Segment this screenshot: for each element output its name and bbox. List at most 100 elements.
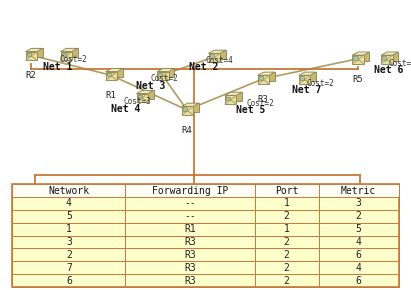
Polygon shape xyxy=(225,92,242,95)
Text: R3: R3 xyxy=(258,95,268,104)
Polygon shape xyxy=(258,72,275,75)
Bar xyxy=(31,48,43,57)
Bar xyxy=(353,55,364,64)
Bar xyxy=(12,184,399,287)
Text: Port: Port xyxy=(275,186,298,195)
Text: 2: 2 xyxy=(66,250,72,260)
Text: R3: R3 xyxy=(184,276,196,286)
Bar xyxy=(209,53,220,62)
Bar xyxy=(163,68,174,77)
Text: R4: R4 xyxy=(182,126,192,135)
Text: R3: R3 xyxy=(184,250,196,260)
Polygon shape xyxy=(61,48,78,52)
Bar xyxy=(136,93,148,102)
Bar xyxy=(226,97,230,100)
Polygon shape xyxy=(106,68,123,72)
Bar xyxy=(25,52,37,60)
Text: Net 2: Net 2 xyxy=(189,62,218,72)
Bar xyxy=(158,73,162,76)
Text: 6: 6 xyxy=(356,276,362,286)
Bar xyxy=(27,53,31,56)
Bar xyxy=(358,52,369,61)
Text: Cost=2: Cost=2 xyxy=(60,55,88,64)
Bar xyxy=(264,72,275,81)
Text: 2: 2 xyxy=(356,211,362,221)
Text: --: -- xyxy=(184,211,196,221)
Bar xyxy=(182,106,193,115)
Text: R1: R1 xyxy=(106,91,116,100)
Text: 2: 2 xyxy=(284,237,290,247)
Bar xyxy=(67,48,78,57)
Text: 2: 2 xyxy=(284,250,290,260)
Bar xyxy=(258,75,269,84)
Text: Cost=2: Cost=2 xyxy=(306,79,334,88)
Polygon shape xyxy=(136,90,154,93)
Text: Net 7: Net 7 xyxy=(292,85,321,95)
Bar xyxy=(387,52,398,61)
Text: Cost=2: Cost=2 xyxy=(247,99,275,108)
Bar xyxy=(299,75,310,84)
Text: 2: 2 xyxy=(284,211,290,221)
Bar xyxy=(225,95,236,104)
Bar xyxy=(142,90,154,99)
Text: R3: R3 xyxy=(184,263,196,273)
Bar xyxy=(231,92,242,101)
Text: R5: R5 xyxy=(352,75,363,84)
Text: Net 5: Net 5 xyxy=(236,105,266,115)
Polygon shape xyxy=(299,72,316,75)
Bar xyxy=(353,56,358,59)
Text: 1: 1 xyxy=(66,224,72,234)
Text: Net 3: Net 3 xyxy=(136,81,165,91)
Text: Cost=3: Cost=3 xyxy=(123,97,151,106)
Bar xyxy=(382,56,386,59)
Bar xyxy=(183,108,187,111)
Text: 7: 7 xyxy=(66,263,72,273)
Polygon shape xyxy=(182,103,199,106)
Bar xyxy=(157,72,169,80)
Text: R1: R1 xyxy=(184,224,196,234)
Polygon shape xyxy=(209,50,226,53)
Text: Network: Network xyxy=(48,186,90,195)
Bar xyxy=(215,50,226,59)
Text: Net 1: Net 1 xyxy=(43,61,72,72)
Bar xyxy=(107,73,111,76)
Bar xyxy=(12,184,399,197)
Text: 6: 6 xyxy=(356,250,362,260)
Bar xyxy=(62,53,66,56)
Polygon shape xyxy=(353,52,369,55)
Text: Cost=2: Cost=2 xyxy=(388,59,411,68)
Text: Net 4: Net 4 xyxy=(111,104,140,114)
Bar xyxy=(300,76,304,79)
Bar xyxy=(187,103,199,112)
Text: 2: 2 xyxy=(284,263,290,273)
Text: R2: R2 xyxy=(25,71,36,80)
Bar xyxy=(106,72,117,80)
Bar xyxy=(112,68,123,77)
Text: Forwarding IP: Forwarding IP xyxy=(152,186,228,195)
Text: 3: 3 xyxy=(66,237,72,247)
Text: 6: 6 xyxy=(66,276,72,286)
Text: 1: 1 xyxy=(284,224,290,234)
Text: --: -- xyxy=(184,198,196,209)
Text: Metric: Metric xyxy=(341,186,376,195)
Bar xyxy=(61,52,72,60)
Text: 4: 4 xyxy=(356,263,362,273)
Text: 3: 3 xyxy=(356,198,362,209)
Text: 4: 4 xyxy=(356,237,362,247)
Text: Cost=4: Cost=4 xyxy=(206,56,233,65)
Polygon shape xyxy=(381,52,398,55)
Bar xyxy=(138,95,142,98)
Polygon shape xyxy=(157,68,174,72)
Bar xyxy=(210,55,214,58)
Text: 5: 5 xyxy=(356,224,362,234)
Text: 1: 1 xyxy=(284,198,290,209)
Text: 4: 4 xyxy=(66,198,72,209)
Text: 5: 5 xyxy=(66,211,72,221)
Bar xyxy=(259,76,263,79)
Text: Cost=2: Cost=2 xyxy=(150,75,178,84)
Text: 2: 2 xyxy=(284,276,290,286)
Text: R3: R3 xyxy=(184,237,196,247)
Bar xyxy=(381,55,393,64)
Text: Net 6: Net 6 xyxy=(374,65,403,75)
Polygon shape xyxy=(25,48,43,52)
